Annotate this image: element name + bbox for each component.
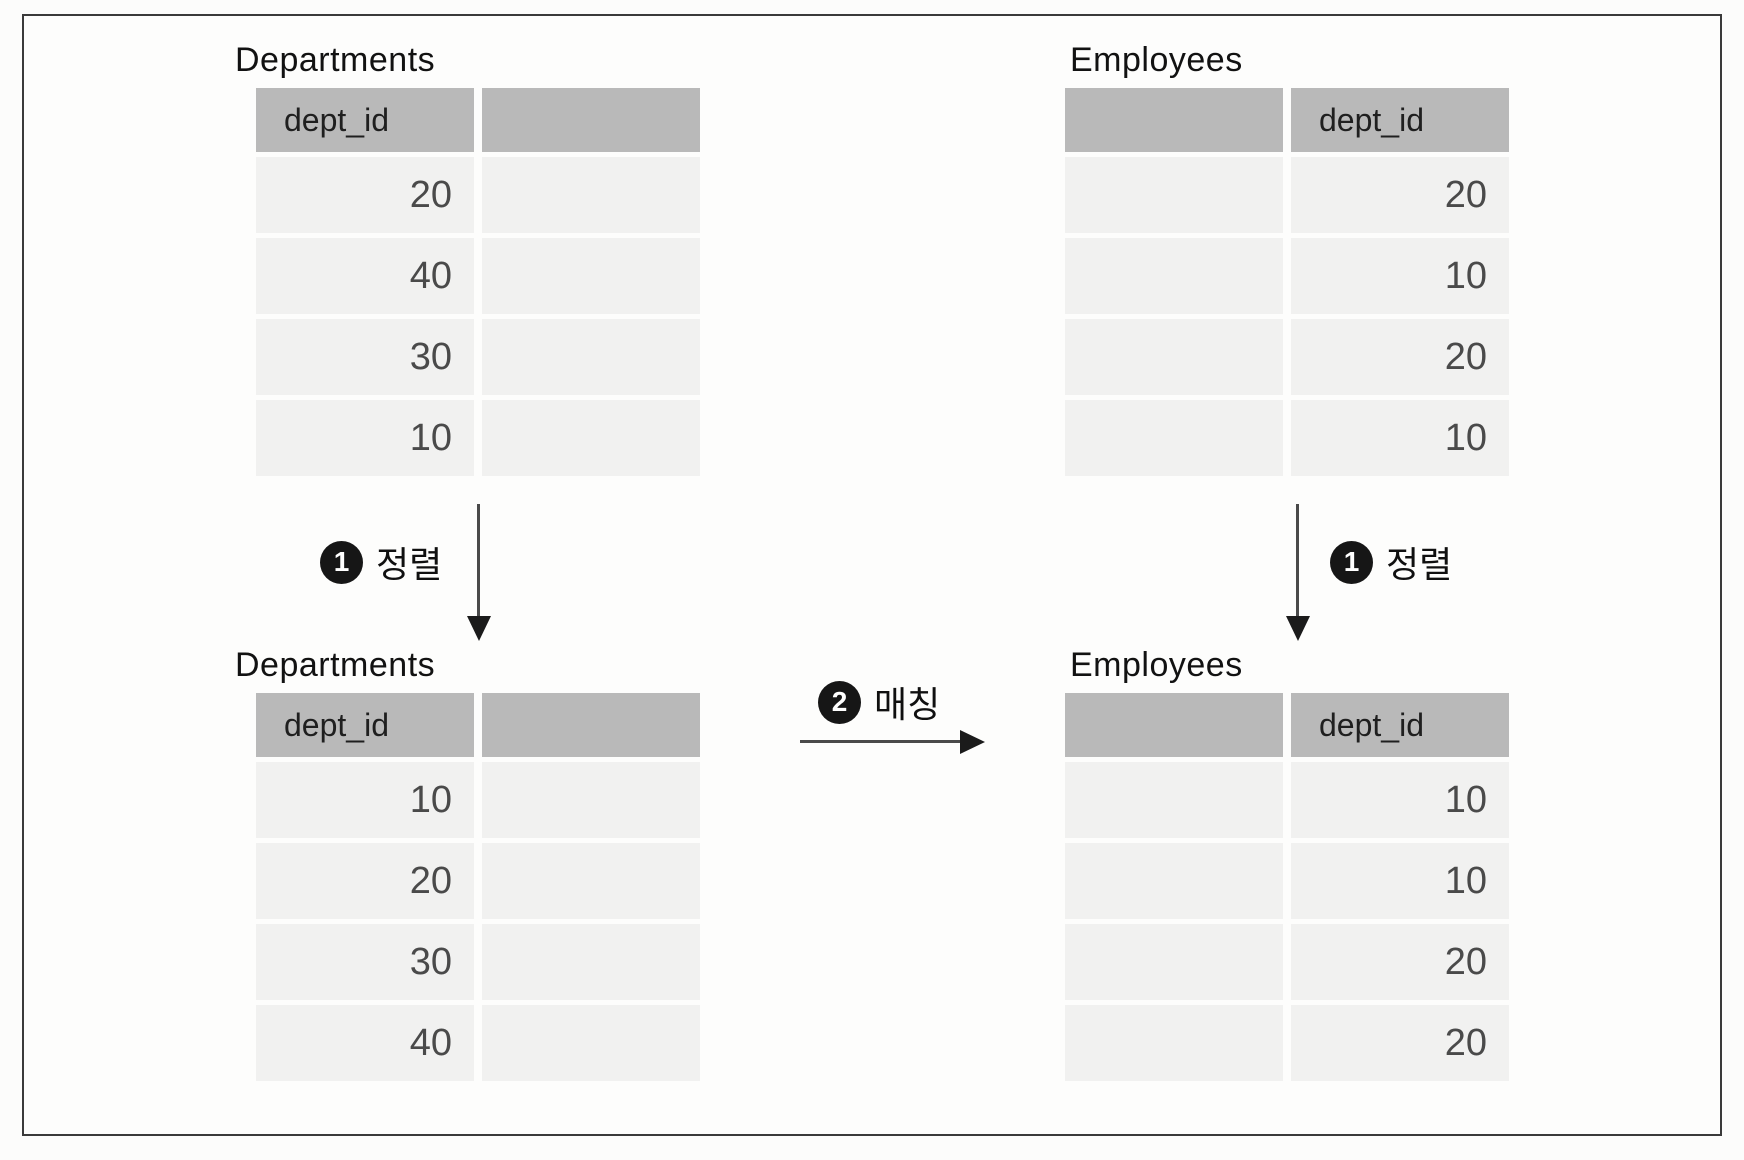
table-employees-unsorted: Employees dept_id 20 10 20 10 xyxy=(1065,40,1530,476)
step-label-text: 매칭 xyxy=(874,684,941,725)
table-row: 10 xyxy=(1065,400,1509,476)
value-cell: 10 xyxy=(256,762,474,838)
table-row: 40 xyxy=(256,238,700,314)
table-employees-sorted: Employees dept_id 10 10 20 20 xyxy=(1065,645,1530,1081)
table-header-row: dept_id xyxy=(1065,88,1509,152)
value-cell: 30 xyxy=(256,319,474,395)
table-row: 10 xyxy=(1065,762,1509,838)
empty-cell xyxy=(1065,319,1283,395)
table-row: 10 xyxy=(1065,238,1509,314)
table-departments-sorted: Departments dept_id 10 20 30 40 xyxy=(235,645,700,1081)
header-cell-dept-id: dept_id xyxy=(256,88,474,152)
table-row: 30 xyxy=(256,924,700,1000)
header-cell-dept-id: dept_id xyxy=(1291,693,1509,757)
table-row: 20 xyxy=(256,843,700,919)
empty-cell xyxy=(482,843,700,919)
value-cell: 10 xyxy=(256,400,474,476)
table-row: 20 xyxy=(1065,319,1509,395)
value-cell: 10 xyxy=(1291,762,1509,838)
table-title: Employees xyxy=(1070,646,1243,684)
table-row: 20 xyxy=(1065,1005,1509,1081)
empty-cell xyxy=(482,238,700,314)
empty-cell xyxy=(482,924,700,1000)
empty-cell xyxy=(1065,843,1283,919)
header-cell-empty xyxy=(482,693,700,757)
value-cell: 30 xyxy=(256,924,474,1000)
step-match-label: 2 매칭 xyxy=(818,676,940,728)
table-title: Departments xyxy=(235,646,436,684)
empty-cell xyxy=(482,319,700,395)
empty-cell xyxy=(1065,1005,1283,1081)
header-cell-dept-id: dept_id xyxy=(1291,88,1509,152)
table-departments-unsorted: Departments dept_id 20 40 30 10 xyxy=(235,40,700,476)
sort-arrow-left-down-icon xyxy=(477,504,480,616)
table-title: Departments xyxy=(235,41,436,79)
empty-cell xyxy=(482,157,700,233)
empty-cell xyxy=(1065,157,1283,233)
table-row: 40 xyxy=(256,1005,700,1081)
value-cell: 40 xyxy=(256,238,474,314)
value-cell: 10 xyxy=(1291,843,1509,919)
table-row: 20 xyxy=(1065,924,1509,1000)
value-cell: 10 xyxy=(1291,400,1509,476)
header-cell-empty xyxy=(1065,693,1283,757)
table-row: 20 xyxy=(1065,157,1509,233)
value-cell: 10 xyxy=(1291,238,1509,314)
step-sort-right-label: 1 정렬 xyxy=(1330,536,1452,588)
step-1-badge-icon: 1 xyxy=(320,540,363,584)
step-1-badge-icon: 1 xyxy=(1330,540,1373,584)
empty-cell xyxy=(482,762,700,838)
sort-arrow-right-down-icon xyxy=(1296,504,1299,616)
empty-cell xyxy=(1065,238,1283,314)
value-cell: 20 xyxy=(1291,924,1509,1000)
value-cell: 20 xyxy=(1291,157,1509,233)
table-grid: dept_id 20 10 20 10 xyxy=(1065,88,1509,476)
step-2-badge-icon: 2 xyxy=(818,680,861,724)
empty-cell xyxy=(1065,762,1283,838)
value-cell: 20 xyxy=(1291,319,1509,395)
table-grid: dept_id 10 20 30 40 xyxy=(256,693,700,1081)
header-cell-empty xyxy=(482,88,700,152)
table-row: 10 xyxy=(1065,843,1509,919)
header-cell-dept-id: dept_id xyxy=(256,693,474,757)
table-header-row: dept_id xyxy=(256,88,700,152)
empty-cell xyxy=(1065,400,1283,476)
empty-cell xyxy=(482,1005,700,1081)
table-grid: dept_id 10 10 20 20 xyxy=(1065,693,1509,1081)
table-header-row: dept_id xyxy=(1065,693,1509,757)
value-cell: 40 xyxy=(256,1005,474,1081)
empty-cell xyxy=(1065,924,1283,1000)
table-title: Employees xyxy=(1070,41,1243,79)
step-label-text: 정렬 xyxy=(1386,544,1453,585)
table-header-row: dept_id xyxy=(256,693,700,757)
header-cell-empty xyxy=(1065,88,1283,152)
step-label-text: 정렬 xyxy=(376,544,443,585)
value-cell: 20 xyxy=(256,843,474,919)
table-row: 20 xyxy=(256,157,700,233)
table-grid: dept_id 20 40 30 10 xyxy=(256,88,700,476)
step-sort-left-label: 1 정렬 xyxy=(320,536,442,588)
match-arrow-right-icon xyxy=(800,740,960,743)
table-row: 10 xyxy=(256,400,700,476)
empty-cell xyxy=(482,400,700,476)
value-cell: 20 xyxy=(256,157,474,233)
table-row: 30 xyxy=(256,319,700,395)
table-row: 10 xyxy=(256,762,700,838)
value-cell: 20 xyxy=(1291,1005,1509,1081)
